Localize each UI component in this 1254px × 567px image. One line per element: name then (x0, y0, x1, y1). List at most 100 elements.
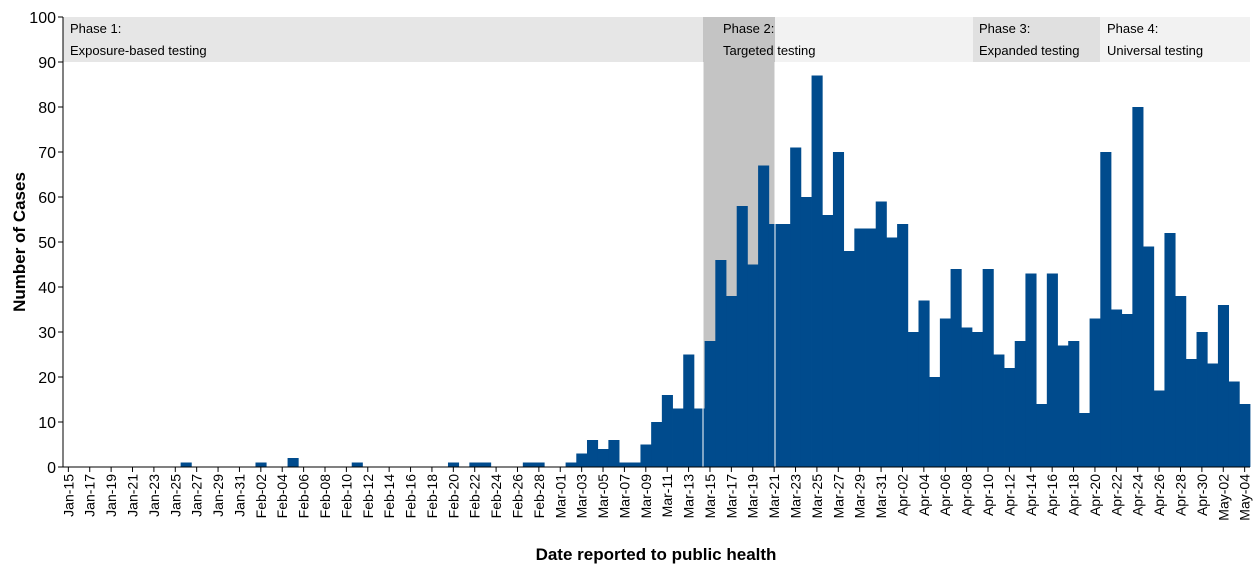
bar (918, 300, 930, 467)
bar (608, 440, 620, 467)
x-tick-label: Feb-10 (338, 474, 354, 519)
x-tick-label: Mar-27 (830, 474, 846, 519)
phase-4-band (1100, 17, 1250, 62)
x-tick-label: Mar-25 (809, 474, 825, 519)
phase-name: Phase 2: (723, 21, 774, 36)
bar (790, 147, 802, 467)
x-tick-label: Jan-27 (189, 474, 205, 517)
x-tick-label: Jan-31 (231, 474, 247, 517)
x-axis-title: Date reported to public health (536, 545, 777, 564)
bar (736, 206, 748, 467)
y-tick-label: 10 (38, 415, 56, 432)
bar (1132, 107, 1144, 467)
bar (287, 458, 299, 467)
bar (758, 165, 770, 467)
y-tick-label: 100 (29, 10, 56, 27)
x-tick-label: Feb-08 (317, 474, 333, 519)
y-tick-label: 0 (47, 460, 56, 477)
phase-name: Phase 1: (70, 21, 121, 36)
bar (1046, 273, 1058, 467)
bar (865, 228, 877, 467)
x-tick-label: Apr-16 (1044, 474, 1060, 516)
x-tick-label: Feb-24 (488, 474, 504, 519)
bar (1014, 341, 1026, 467)
bar (180, 462, 192, 467)
bar (661, 395, 673, 467)
bar (522, 462, 534, 467)
x-tick-label: Apr-18 (1066, 474, 1082, 516)
bar (651, 422, 663, 467)
bar (779, 224, 791, 467)
bar (1036, 404, 1048, 467)
x-tick-label: Mar-17 (723, 474, 739, 519)
bar (629, 462, 641, 467)
bar (1100, 152, 1112, 467)
x-tick-label: Apr-04 (916, 474, 932, 516)
phase-name: Phase 3: (979, 21, 1030, 36)
x-tick-label: Mar-09 (638, 474, 654, 519)
bar (939, 318, 951, 467)
x-tick-label: Apr-12 (1001, 474, 1017, 516)
x-tick-label: Mar-13 (681, 474, 697, 519)
bar (1207, 363, 1219, 467)
bar (1196, 332, 1208, 467)
x-tick-label: May-04 (1237, 474, 1253, 521)
bar (693, 408, 706, 467)
bar (747, 264, 759, 467)
phase-name: Phase 4: (1107, 21, 1158, 36)
x-tick-label: Apr-24 (1130, 474, 1146, 516)
bar (1078, 413, 1090, 467)
x-tick-label: Apr-14 (1023, 474, 1039, 516)
bar (480, 462, 492, 467)
bar (351, 462, 363, 467)
bar (715, 260, 727, 467)
bar (854, 228, 866, 467)
x-tick-label: Feb-18 (424, 474, 440, 519)
bar (875, 201, 887, 467)
x-tick-label: Jan-19 (103, 474, 119, 517)
y-tick-label: 80 (38, 100, 56, 117)
x-tick-label: Apr-20 (1087, 474, 1103, 516)
x-tick-label: Feb-02 (253, 474, 269, 519)
bar (1004, 368, 1016, 467)
bar (907, 332, 919, 467)
bar (576, 453, 588, 467)
bar (640, 444, 652, 467)
bar (961, 327, 973, 467)
bar (683, 354, 695, 467)
x-tick-label: Apr-08 (959, 474, 975, 516)
phase-label: Universal testing (1107, 43, 1203, 58)
bar (586, 440, 599, 467)
x-tick-label: May-02 (1215, 474, 1231, 521)
bar (768, 224, 780, 467)
x-tick-label: Jan-17 (82, 474, 98, 517)
y-tick-label: 90 (38, 55, 56, 72)
x-tick-label: Jan-23 (146, 474, 162, 517)
bar (822, 215, 834, 467)
y-tick-label: 60 (38, 190, 56, 207)
x-tick-label: Mar-15 (702, 474, 718, 519)
bar (950, 269, 962, 467)
x-tick-label: Apr-26 (1151, 474, 1167, 516)
bar (886, 237, 898, 467)
x-tick-label: Feb-14 (381, 474, 397, 519)
x-tick-label: Feb-12 (360, 474, 376, 519)
y-tick-label: 40 (38, 280, 56, 297)
x-tick-label: Mar-05 (595, 474, 611, 519)
x-tick-label: Mar-29 (852, 474, 868, 519)
x-tick-label: Mar-07 (616, 474, 632, 519)
bar (843, 251, 855, 467)
y-tick-label: 50 (38, 235, 56, 252)
x-tick-label: Mar-21 (766, 474, 782, 519)
x-tick-label: Mar-23 (788, 474, 804, 519)
x-tick-label: Feb-20 (445, 474, 461, 519)
x-tick-label: Mar-19 (745, 474, 761, 519)
x-tick-label: Jan-21 (125, 474, 141, 517)
y-axis-title: Number of Cases (10, 172, 29, 312)
x-tick-label: Feb-04 (274, 474, 290, 519)
x-tick-label: Jan-29 (210, 474, 226, 517)
bar (1143, 246, 1155, 467)
phase-3-band (973, 17, 1100, 62)
bar (1121, 314, 1133, 467)
bar (800, 197, 812, 467)
